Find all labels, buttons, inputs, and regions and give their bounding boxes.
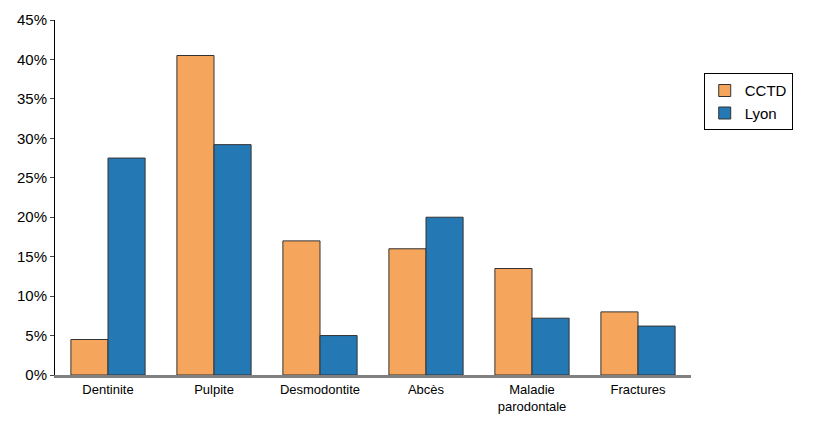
svg-text:Pulpite: Pulpite [194, 382, 234, 397]
svg-text:25%: 25% [17, 169, 47, 186]
svg-text:45%: 45% [17, 11, 47, 28]
svg-text:10%: 10% [17, 287, 47, 304]
svg-text:40%: 40% [17, 51, 47, 68]
svg-text:5%: 5% [25, 327, 47, 344]
svg-text:Dentinite: Dentinite [82, 382, 133, 397]
svg-text:Abcès: Abcès [408, 382, 445, 397]
svg-text:CCTD: CCTD [745, 82, 787, 99]
svg-text:35%: 35% [17, 90, 47, 107]
svg-text:20%: 20% [17, 208, 47, 225]
svg-text:15%: 15% [17, 248, 47, 265]
svg-text:Maladieparodontale: Maladieparodontale [498, 382, 567, 414]
svg-text:30%: 30% [17, 130, 47, 147]
svg-text:Lyon: Lyon [745, 105, 777, 122]
svg-text:Desmodontite: Desmodontite [280, 382, 360, 397]
svg-text:0%: 0% [25, 366, 47, 383]
svg-text:Fractures: Fractures [611, 382, 666, 397]
